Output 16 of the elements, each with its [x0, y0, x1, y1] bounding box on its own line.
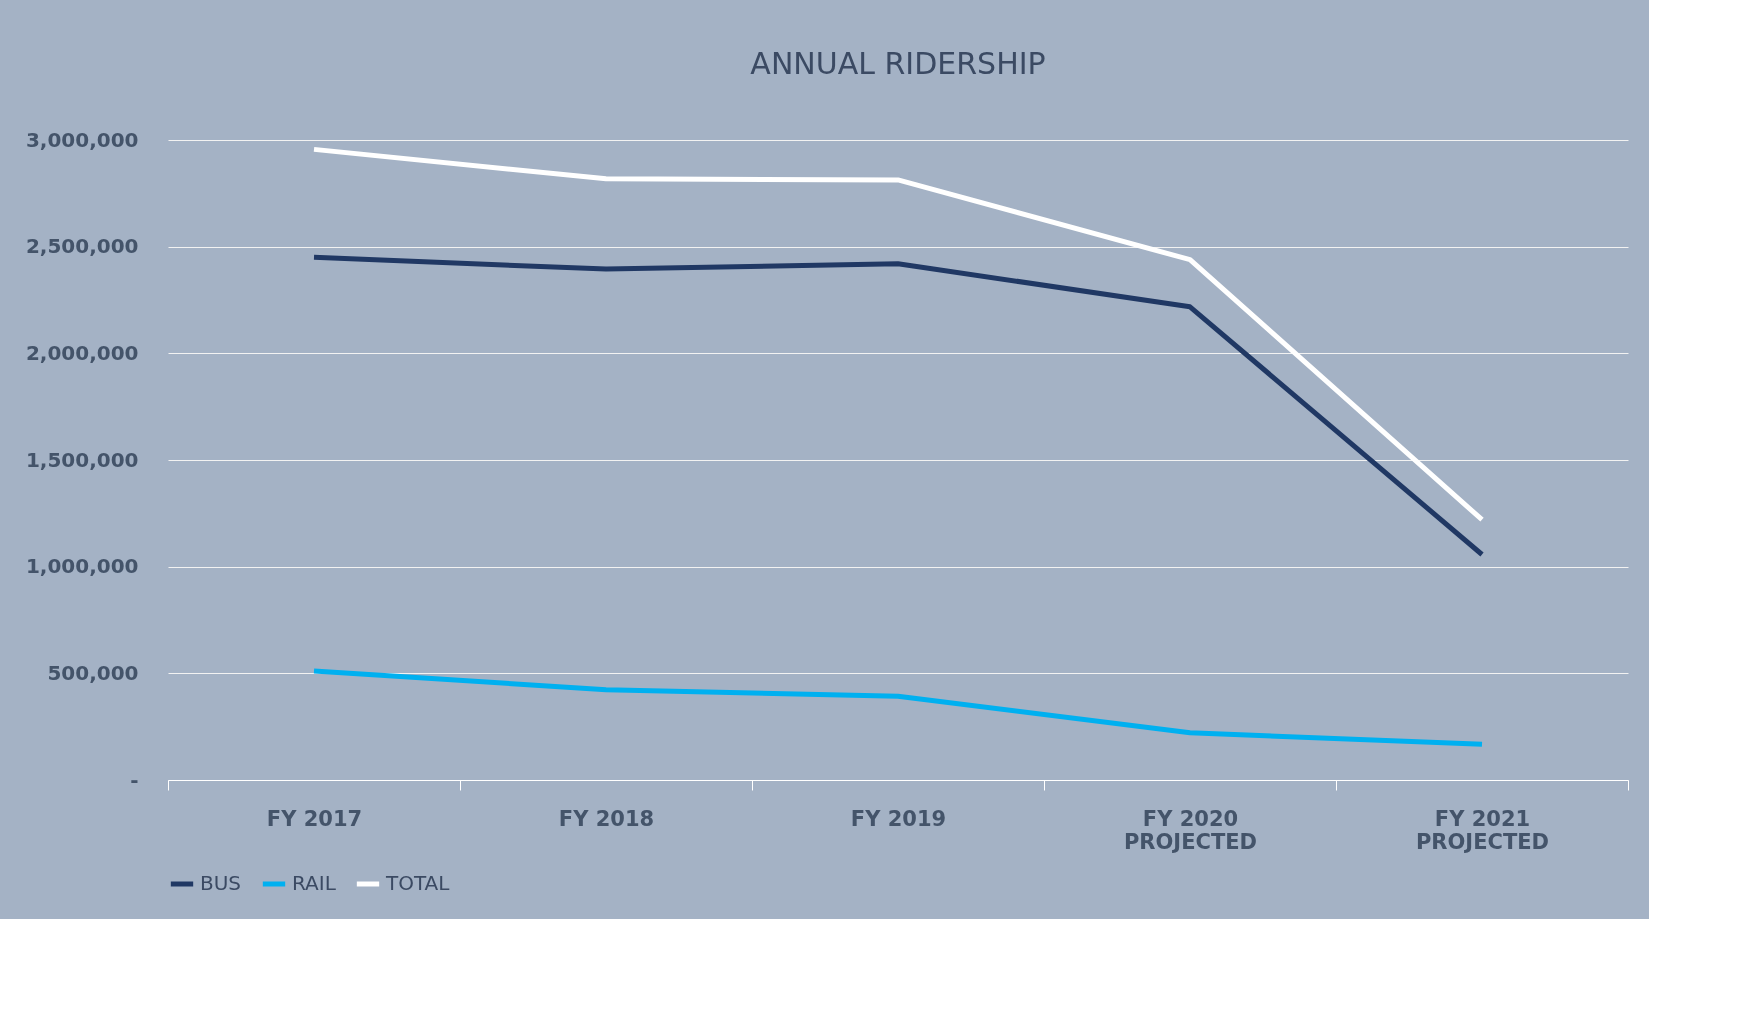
y-tick-label: 3,000,000 [25, 127, 139, 152]
legend-label: BUS [200, 871, 242, 895]
y-tick-label: 2,000,000 [25, 340, 139, 365]
x-tick-label: FY 2021 PROJECTED [1415, 806, 1550, 854]
y-tick-label: 1,500,000 [25, 447, 139, 472]
y-tick-label: 2,500,000 [25, 234, 139, 259]
x-tick-label: FY 2017 [266, 806, 363, 831]
legend-label: RAIL [292, 871, 337, 895]
y-tick-label: - [130, 767, 139, 792]
y-tick-label: 1,000,000 [25, 554, 139, 579]
x-tick-label: FY 2020 PROJECTED [1123, 806, 1258, 854]
x-tick-label: FY 2019 [850, 806, 947, 831]
y-tick-label: 500,000 [47, 660, 139, 685]
legend-label: TOTAL [385, 871, 451, 895]
x-tick-label: FY 2018 [558, 806, 655, 831]
chart-title: ANNUAL RIDERSHIP [750, 46, 1046, 81]
